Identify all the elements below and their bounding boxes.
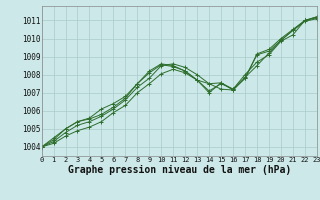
X-axis label: Graphe pression niveau de la mer (hPa): Graphe pression niveau de la mer (hPa) <box>68 165 291 175</box>
